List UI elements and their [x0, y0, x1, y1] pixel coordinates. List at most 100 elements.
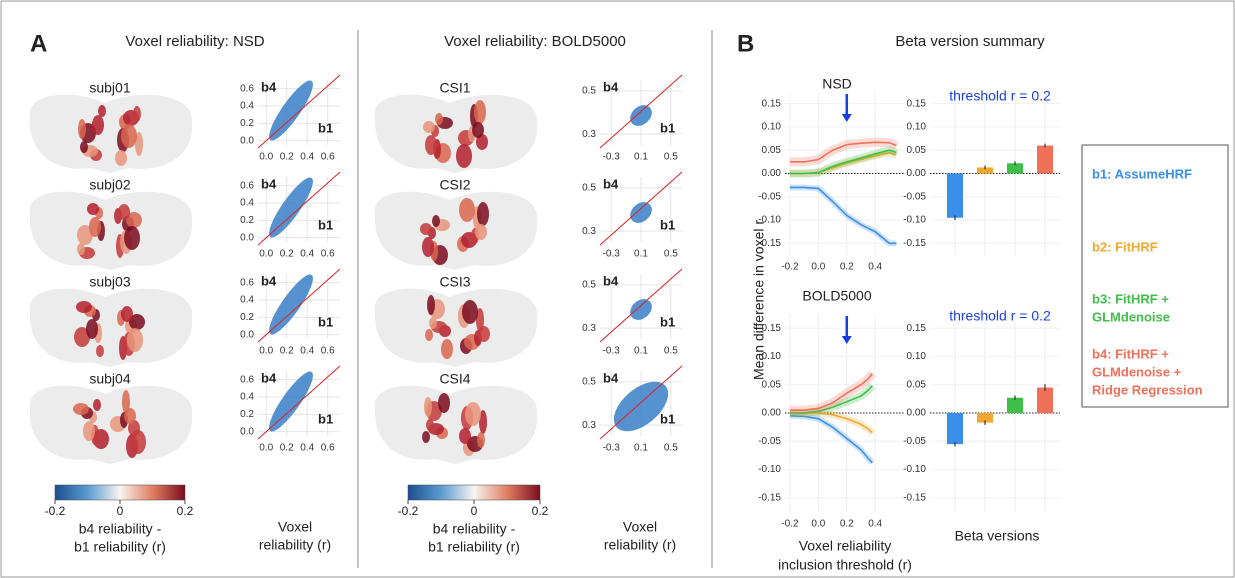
y-tick-label: -0.05	[903, 436, 926, 447]
brain-patch	[78, 119, 86, 139]
brain-patch	[98, 105, 106, 117]
chart-title: threshold r = 0.2	[949, 308, 1051, 324]
map-label: subj04	[89, 371, 130, 387]
brain-patch	[423, 121, 435, 133]
series-label: b1	[318, 411, 333, 426]
x-tick-label: -0.2	[781, 262, 799, 273]
series-label: b4	[603, 370, 619, 385]
series-label: b4	[603, 176, 619, 191]
y-tick-label: -0.15	[903, 238, 926, 249]
brain-map	[375, 386, 538, 464]
colorbar	[55, 485, 185, 500]
y-tick-label: -0.10	[758, 464, 781, 475]
x-tick-label: 0.2	[280, 443, 294, 454]
panel-label: A	[30, 30, 47, 57]
map-label: subj01	[89, 80, 130, 96]
y-tick-label: 0.4	[240, 198, 254, 209]
x-axis-label: Beta versions	[955, 528, 1040, 544]
x-tick-label: 0.0	[259, 152, 273, 163]
panel-label: B	[737, 30, 754, 57]
colorbar-tick-label: 0	[117, 504, 124, 518]
x-tick-label: 0.6	[321, 346, 335, 357]
brain-patch	[429, 317, 437, 329]
x-tick-label: -0.3	[603, 249, 621, 260]
x-tick-label: 0.1	[634, 152, 648, 163]
y-tick-label: 0.2	[240, 215, 254, 226]
brain-patch	[478, 326, 490, 342]
x-axis-label: reliability (r)	[604, 537, 676, 553]
brain-patch	[118, 204, 130, 220]
y-tick-label: 0.15	[762, 323, 782, 334]
y-tick-label: 0.10	[762, 122, 782, 133]
colorbar-tick-label: 0.2	[177, 504, 194, 518]
brain-patch	[86, 319, 98, 339]
brain-map	[30, 289, 193, 367]
x-tick-label: 0.4	[300, 443, 314, 454]
x-tick-label: 0.0	[259, 443, 273, 454]
figure: A B Beta version summary Mean difference…	[0, 0, 1235, 578]
brain-patch	[93, 399, 101, 411]
brain-patch	[77, 243, 85, 255]
brain-patch	[96, 345, 104, 357]
y-tick-label: 0.0	[240, 135, 254, 146]
x-tick-label: 0.6	[321, 443, 335, 454]
y-tick-label: 0.10	[762, 351, 782, 362]
brain-patch	[456, 144, 472, 168]
x-tick-label: 0.2	[280, 249, 294, 260]
brain-patch	[459, 428, 471, 444]
x-tick-label: 0.0	[811, 262, 825, 273]
brain-patch	[425, 135, 437, 155]
brain-patch	[87, 203, 99, 215]
brain-patch	[427, 295, 435, 315]
y-tick-label: 0.00	[907, 408, 927, 419]
y-tick-label: -0.05	[758, 436, 781, 447]
y-tick-label: -0.15	[758, 238, 781, 249]
y-tick-label: 0.4	[240, 101, 254, 112]
x-tick-label: 0.2	[280, 346, 294, 357]
x-tick-label: 0.1	[634, 249, 648, 260]
x-tick-label: 0.6	[321, 152, 335, 163]
chart-title: threshold r = 0.2	[949, 88, 1051, 104]
y-tick-label: 0.6	[240, 83, 254, 94]
series-label: b1	[318, 120, 333, 135]
brain-patch	[441, 339, 453, 359]
series-label: b4	[603, 273, 619, 288]
brain-patch	[133, 106, 141, 122]
chart-title: BOLD5000	[802, 288, 871, 304]
brain-patch	[477, 202, 489, 226]
chart-title: NSD	[822, 76, 852, 92]
brain-patch	[115, 150, 127, 166]
y-tick-label: 0.5	[582, 376, 596, 387]
x-tick-label: 0.1	[634, 443, 648, 454]
y-tick-label: 0.4	[240, 392, 254, 403]
brain-map	[375, 289, 538, 367]
brain-patch	[83, 421, 95, 441]
series-label: b1	[660, 314, 675, 329]
brain-patch	[420, 223, 432, 235]
x-axis-label: Voxel	[278, 519, 312, 535]
x-tick-label: 0.1	[634, 346, 648, 357]
bar	[1007, 398, 1023, 413]
map-label: CSI2	[439, 177, 470, 193]
x-tick-label: 0.2	[280, 152, 294, 163]
brain-map	[30, 192, 193, 270]
legend-entry: b4: FitHRF +	[1092, 346, 1169, 361]
colorbar-tick-label: 0.2	[532, 504, 549, 518]
series-label: b1	[660, 120, 675, 135]
brain-patch	[130, 430, 146, 454]
x-tick-label: 0.4	[300, 249, 314, 260]
panel-title: Voxel reliability: BOLD5000	[444, 33, 626, 50]
brain-patch	[124, 408, 136, 424]
y-tick-label: 0.6	[240, 277, 254, 288]
x-tick-label: 0.6	[321, 249, 335, 260]
brain-patch	[89, 217, 101, 237]
x-tick-label: 0.5	[664, 249, 678, 260]
y-tick-label: 0.00	[907, 168, 927, 179]
legend-entry: Ridge Regression	[1092, 382, 1203, 397]
x-axis-label: Voxel	[623, 519, 657, 535]
brain-patch	[424, 397, 432, 417]
y-tick-label: 0.6	[240, 374, 254, 385]
y-tick-label: -0.10	[903, 464, 926, 475]
y-tick-label: 0.2	[240, 118, 254, 129]
y-tick-label: -0.05	[903, 191, 926, 202]
